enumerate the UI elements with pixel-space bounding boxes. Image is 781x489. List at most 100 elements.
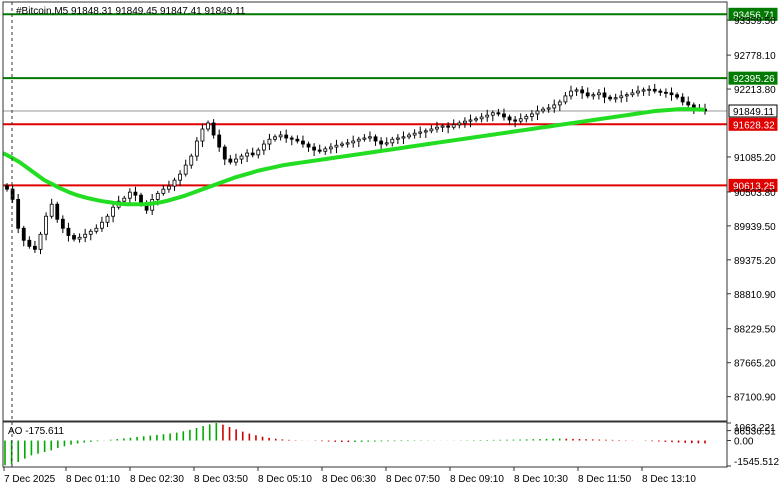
candle-body-28 <box>161 188 166 194</box>
candle-body-64 <box>362 137 367 140</box>
candle-body-40 <box>228 158 233 163</box>
candle-body-100 <box>563 95 568 103</box>
candle-body-87 <box>490 112 495 116</box>
price-tick-label-7: 91085.20 <box>734 153 776 164</box>
candle-body-80 <box>451 124 456 128</box>
candle-body-49 <box>278 134 283 138</box>
candle-body-98 <box>552 104 557 109</box>
candle-body-116 <box>652 88 657 92</box>
candle-body-55 <box>312 146 317 151</box>
ao-plot-frame <box>2 421 728 468</box>
candle-body-15 <box>88 230 93 235</box>
candle-body-10 <box>60 218 65 229</box>
candle-body-83 <box>468 119 473 122</box>
candle-body-5 <box>33 245 37 250</box>
candle-body-111 <box>624 94 629 97</box>
candle-body-56 <box>317 149 322 152</box>
candle-body-121 <box>680 96 685 103</box>
candle-body-19 <box>111 206 115 217</box>
candle-body-18 <box>105 215 110 223</box>
candle-body-97 <box>546 107 551 110</box>
time-tick-label-9: 8 Dec 11:50 <box>578 474 632 485</box>
candle-body-42 <box>239 155 244 160</box>
candle-body-108 <box>608 96 612 100</box>
time-tick-label-10: 8 Dec 13:10 <box>642 474 696 485</box>
price-tick-label-1: 93359.50 <box>734 16 776 27</box>
candle-body-61 <box>345 142 350 145</box>
candle-body-48 <box>273 136 277 140</box>
candle-body-46 <box>261 143 266 151</box>
candle-body-39 <box>222 146 227 160</box>
candle-body-29 <box>167 185 171 190</box>
ao-histogram <box>4 423 706 466</box>
candle-body-35 <box>200 128 205 142</box>
price-tick-label-16: 86536.51 <box>734 427 776 438</box>
price-tag-0 <box>728 7 778 21</box>
price-tick-label-13: 88229.50 <box>734 325 776 336</box>
candle-body-31 <box>178 173 183 181</box>
candle-body-58 <box>328 146 333 150</box>
candle-body-2 <box>16 198 21 229</box>
candle-body-36 <box>206 122 210 130</box>
candle-body-84 <box>474 118 478 121</box>
candle-body-33 <box>189 155 194 166</box>
price-tag-label-8: 90613.25 <box>733 181 775 192</box>
candle-body-96 <box>541 108 545 112</box>
candle-body-7 <box>44 215 48 235</box>
price-tick-label-14: 87665.20 <box>734 359 776 370</box>
candle-body-115 <box>647 88 652 91</box>
candle-body-118 <box>664 91 668 94</box>
candle-body-74 <box>418 131 423 134</box>
main-plot-frame <box>2 1 728 422</box>
candle-body-34 <box>194 140 199 157</box>
price-tag-5 <box>728 104 778 118</box>
candle-body-65 <box>368 136 372 139</box>
time-tick-label-8: 8 Dec 10:30 <box>514 474 568 485</box>
candle-body-37 <box>211 122 216 136</box>
chart-title: #Bitcoin,M5 91848.31 91849.45 91847.41 9… <box>16 6 246 17</box>
candle-body-73 <box>412 132 417 136</box>
candle-body-6 <box>38 233 43 250</box>
price-tick-label-11: 89375.20 <box>734 256 776 267</box>
candle-body-22 <box>127 191 132 199</box>
candle-body-85 <box>479 116 484 120</box>
candle-body-9 <box>55 203 60 220</box>
time-tick-label-6: 8 Dec 07:50 <box>386 474 440 485</box>
candle-body-52 <box>295 138 300 142</box>
candle-body-8 <box>49 203 54 217</box>
candle-body-4 <box>27 239 32 247</box>
price-levels <box>3 13 727 187</box>
candle-body-11 <box>66 227 71 236</box>
candle-body-92 <box>518 118 523 122</box>
candle-body-109 <box>613 97 618 100</box>
candle-body-71 <box>401 136 406 139</box>
ao-tick-label-2: -1545.512 <box>734 457 779 468</box>
candle-body-47 <box>267 138 272 145</box>
candle-body-105 <box>591 94 596 97</box>
ao-tick-label-0: 1063.221 <box>734 423 776 434</box>
candle-body-54 <box>306 143 311 148</box>
candle-body-77 <box>435 126 439 130</box>
candle-body-50 <box>284 134 289 139</box>
candle-body-88 <box>496 112 501 115</box>
candle-body-68 <box>384 142 389 145</box>
candle-body-89 <box>502 113 506 118</box>
candle-body-91 <box>513 119 518 122</box>
candle-body-44 <box>250 152 255 156</box>
candle-body-93 <box>524 115 529 120</box>
price-tag-label-0: 93456.71 <box>733 10 775 21</box>
candle-body-107 <box>602 92 607 98</box>
candle-body-70 <box>395 137 400 140</box>
candle-body-43 <box>245 152 250 157</box>
price-tick-label-10: 89939.50 <box>734 222 776 233</box>
candle-body-60 <box>340 143 344 146</box>
candle-body-66 <box>373 136 378 142</box>
candle-body-38 <box>217 134 222 148</box>
candle-body-16 <box>94 227 99 232</box>
price-tag-3 <box>728 71 778 85</box>
time-tick-label-5: 8 Dec 06:30 <box>322 474 376 485</box>
price-tick-label-2: 92778.10 <box>734 51 776 62</box>
candle-body-76 <box>429 128 434 132</box>
candle-body-14 <box>83 233 88 238</box>
